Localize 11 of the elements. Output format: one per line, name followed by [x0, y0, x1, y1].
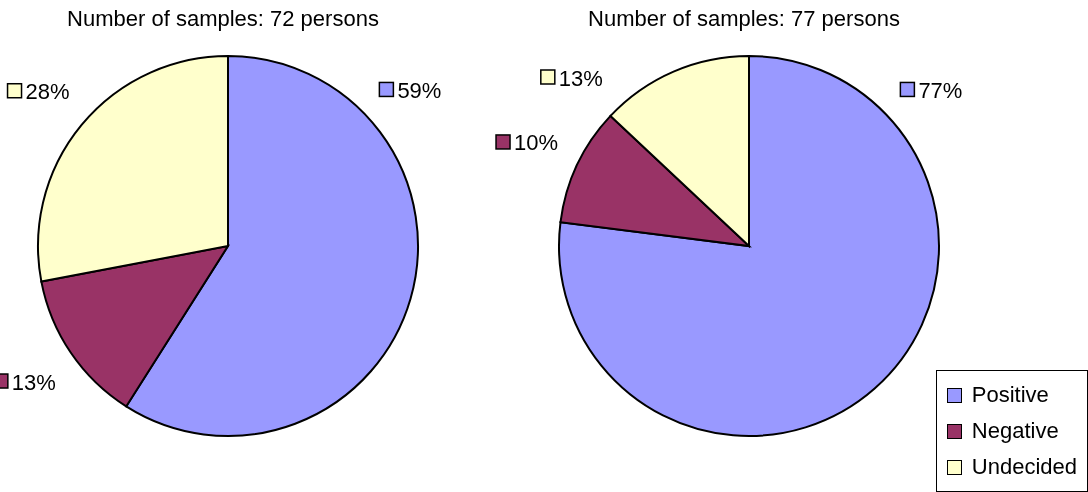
- data-label: 13%: [558, 65, 603, 91]
- data-label: 59%: [397, 77, 442, 103]
- legend-label: Positive: [971, 382, 1049, 408]
- data-label: 77%: [918, 77, 963, 103]
- legend-label: Undecided: [971, 454, 1077, 480]
- chart-title: Number of samples: 72 persons: [66, 6, 380, 32]
- data-label: 10%: [514, 130, 559, 156]
- legend-label: Negative: [971, 418, 1059, 444]
- chart-title: Number of samples: 77 persons: [587, 6, 901, 32]
- data-label: 13%: [11, 369, 56, 395]
- data-label: 28%: [25, 79, 70, 105]
